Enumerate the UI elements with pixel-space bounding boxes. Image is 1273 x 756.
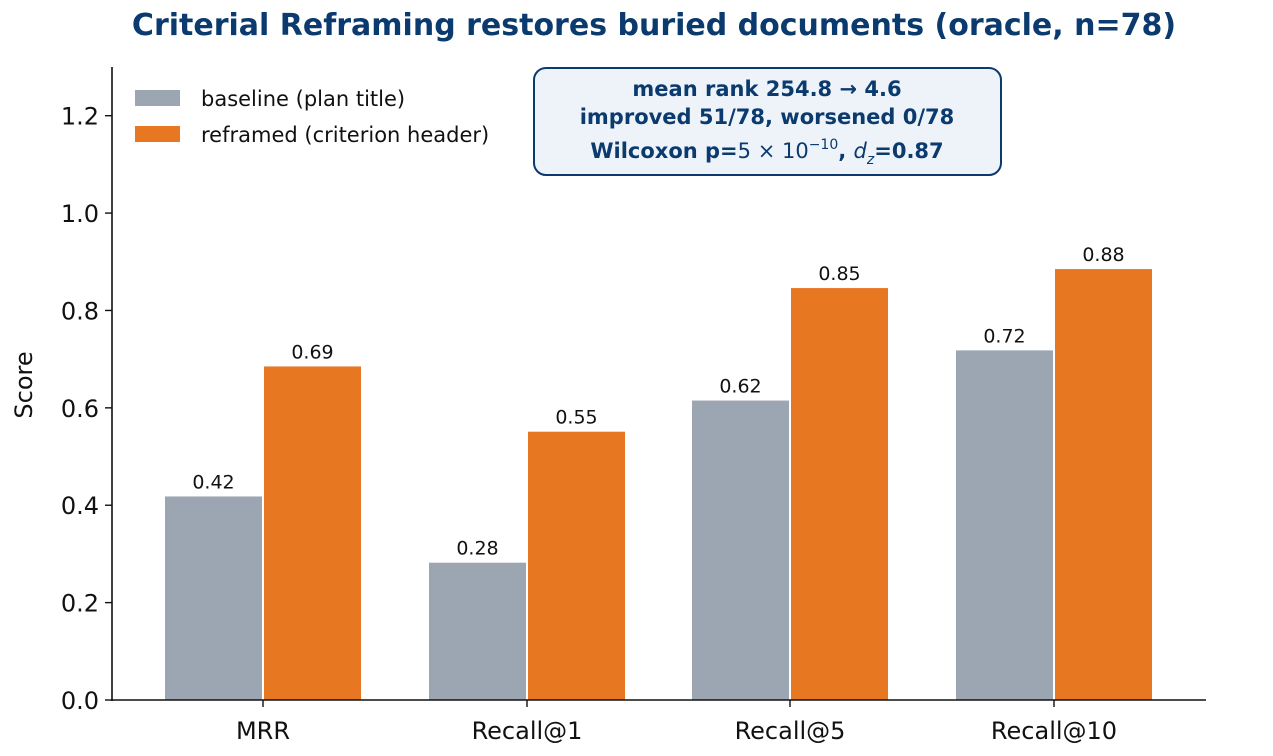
annotation-stat-subscript: z [866, 152, 875, 168]
x-tick-label-recall-5: Recall@5 [735, 717, 846, 745]
annotation-stat-value: =0.87 [874, 139, 943, 163]
y-axis-title-group: Score [10, 351, 38, 418]
annotation-pvalue: 5 × 10 [738, 139, 809, 163]
stats-annotation-box: mean rank 254.8 → 4.6 improved 51/78, wo… [533, 67, 1002, 176]
y-tick-label: 0.4 [61, 492, 99, 520]
bar-value-label-reframed-recall-10: 0.88 [1082, 244, 1124, 266]
bar-value-label-baseline-recall-10: 0.72 [983, 325, 1025, 347]
legend-swatch-reframed [135, 126, 180, 142]
bars [165, 269, 1152, 700]
bar-baseline-recall-10 [956, 350, 1053, 700]
y-tick-label: 0.2 [61, 590, 99, 618]
x-tick-label-recall-1: Recall@1 [472, 717, 583, 745]
annotation-wilcoxon-prefix: Wilcoxon p= [590, 139, 737, 163]
bar-reframed-recall-1 [528, 431, 625, 700]
x-tick-label-recall-10: Recall@10 [991, 717, 1117, 745]
y-tick-label: 1.0 [61, 200, 99, 228]
bar-value-label-baseline-recall-1: 0.28 [456, 538, 498, 560]
bar-value-labels: 0.42 0.28 0.62 0.72 0.69 0.55 0.85 0.88 [192, 244, 1124, 560]
bar-reframed-recall-10 [1055, 269, 1152, 700]
annotation-separator: , [838, 139, 853, 163]
y-tick-label: 1.2 [61, 103, 99, 131]
y-axis-title: Score [10, 351, 38, 418]
legend-swatch-baseline [135, 90, 180, 106]
x-axis-ticks: MRR Recall@1 Recall@5 Recall@10 [236, 700, 1117, 745]
annotation-stat: d [854, 139, 868, 163]
bar-value-label-reframed-recall-1: 0.55 [555, 407, 597, 429]
bar-value-label-reframed-mrr: 0.69 [291, 341, 333, 363]
annotation-box [533, 67, 1002, 176]
chart-title: Criterial Reframing restores buried docu… [132, 8, 1176, 43]
y-axis-ticks: 0.0 0.2 0.4 0.6 0.8 1.0 1.2 [61, 103, 112, 715]
legend-label-reframed: reframed (criterion header) [201, 123, 489, 147]
bar-reframed-mrr [264, 366, 361, 700]
bar-value-label-baseline-recall-5: 0.62 [719, 376, 761, 398]
x-tick-label-mrr: MRR [236, 717, 290, 745]
bar-reframed-recall-5 [791, 288, 888, 700]
annotation-line-improved: improved 51/78, worsened 0/78 [580, 105, 955, 129]
bar-baseline-recall-1 [429, 562, 526, 700]
annotation-pvalue-exponent: −10 [809, 137, 839, 153]
y-tick-label: 0.8 [61, 297, 99, 325]
annotation-line-mean-rank: mean rank 254.8 → 4.6 [632, 77, 901, 101]
y-tick-label: 0.6 [61, 395, 99, 423]
bar-baseline-recall-5 [692, 400, 789, 700]
legend: baseline (plan title) reframed (criterio… [135, 87, 489, 147]
bar-value-label-reframed-recall-5: 0.85 [818, 263, 860, 285]
annotation-line-wilcoxon: Wilcoxon p=5 × 10−10, dz=0.87 [590, 137, 943, 168]
bar-value-label-baseline-mrr: 0.42 [192, 471, 234, 493]
y-tick-label: 0.0 [61, 687, 99, 715]
legend-label-baseline: baseline (plan title) [201, 87, 405, 111]
bar-baseline-mrr [165, 496, 262, 700]
